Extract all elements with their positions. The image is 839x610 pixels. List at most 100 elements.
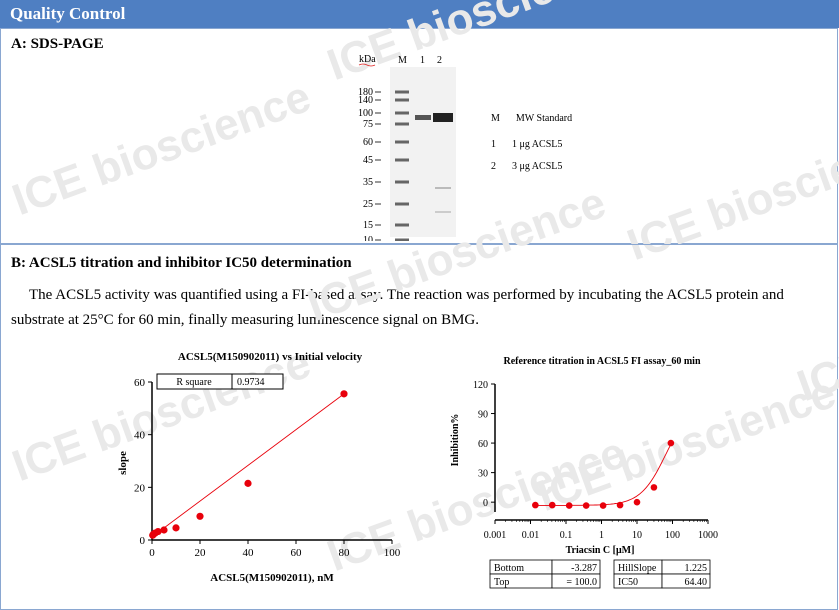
gel-marker-label: 45 <box>363 155 373 166</box>
chart1-data-point <box>244 479 252 487</box>
legend-lane1: 1 1 μg ACSL5 <box>491 139 562 150</box>
watermark: ICE bioscience <box>6 71 317 226</box>
chart2-data-point <box>667 439 675 447</box>
chart1-xlabel: ACSL5(M150902011), nM <box>210 572 334 584</box>
fit-table-text: = 100.0 <box>566 577 597 588</box>
chart1-title: ACSL5(M150902011) vs Initial velocity <box>178 351 363 363</box>
legend-key: M <box>491 113 500 124</box>
chart1-x-tick-label: 100 <box>384 547 401 559</box>
legend-desc: 3 μg ACSL5 <box>512 161 563 172</box>
chart2-y-tick-label: 30 <box>478 469 488 480</box>
gel-marker-label: 75 <box>363 119 373 130</box>
section-a-title: A: SDS-PAGE <box>11 36 104 52</box>
titration-chart: ACSL5(M150902011) vs Initial velocity sl… <box>117 351 401 584</box>
chart1-x-tick-label: 20 <box>195 547 207 559</box>
chart2-x-tick-label: 1 <box>599 530 604 541</box>
ic50-chart: Reference titration in ACSL5 FI assay_60… <box>450 356 718 589</box>
gel-marker-label: 25 <box>363 199 373 210</box>
chart1-x-tick-label: 80 <box>339 547 351 559</box>
chart1-data-point <box>154 527 162 536</box>
lane1-band <box>415 115 431 120</box>
chart1-data-point <box>340 390 348 398</box>
chart2-data-point <box>650 484 658 491</box>
lane2-band-faint <box>435 187 451 189</box>
chart2-y-tick-label: 0 <box>483 498 488 509</box>
chart2-title: Reference titration in ACSL5 FI assay_60… <box>503 356 700 367</box>
gel-ladder-band <box>395 223 409 227</box>
gel-ladder-band <box>395 122 409 126</box>
kda-label: kDa <box>359 54 376 65</box>
fit-table-text: Top <box>494 577 509 588</box>
lane-label-1: 1 <box>420 55 425 66</box>
chart2-data-point <box>548 501 556 509</box>
legend-lane2: 2 3 μg ACSL5 <box>491 161 562 172</box>
chart2-data-point <box>582 502 590 509</box>
chart2-y-tick-label: 90 <box>478 410 488 421</box>
chart1-y-tick-label: 20 <box>134 482 146 494</box>
gel-ladder-band <box>395 140 409 144</box>
r-square-box <box>156 373 284 390</box>
chart2-fit-curve <box>535 442 673 506</box>
fit-table-text: HillSlope <box>618 563 657 574</box>
gel-marker-label: 180 <box>358 87 373 98</box>
chart1-y-tick-label: 40 <box>134 430 146 442</box>
r-square-value: 0.9734 <box>237 377 265 388</box>
chart2-data-point <box>616 501 624 509</box>
section-titration: B: ACSL5 titration and inhibitor IC50 de… <box>0 178 839 610</box>
chart2-x-tick-label: 1000 <box>698 530 718 541</box>
kda-underline <box>358 63 376 67</box>
section-b-title: B: ACSL5 titration and inhibitor IC50 de… <box>11 255 352 271</box>
chart1-fit-line <box>151 393 345 538</box>
lane-label-2: 2 <box>437 55 442 66</box>
chart2-ylabel: Inhibition% <box>450 414 461 467</box>
legend-m: M MW Standard <box>491 113 572 124</box>
fit-table-text: IC50 <box>618 577 638 588</box>
legend-desc: 1 μg ACSL5 <box>512 139 563 150</box>
chart2-data-point <box>565 502 573 509</box>
chart2-x-tick-label: 10 <box>632 530 642 541</box>
lane-label-m: M <box>398 55 407 66</box>
chart1-x-tick-label: 60 <box>291 547 303 559</box>
lane2-band <box>433 113 453 122</box>
gel-marker-label: 10 <box>363 235 373 241</box>
gel-ladder-band <box>395 180 409 184</box>
gel-marker-label: 60 <box>363 137 373 148</box>
chart1-y-tick-label: 0 <box>140 535 146 547</box>
legend-key: 1 <box>491 139 496 150</box>
chart2-y-tick-label: 60 <box>478 439 488 450</box>
chart2-data-point <box>532 501 539 509</box>
chart2-x-tick-label: 0.001 <box>484 530 507 541</box>
fit-table-text: Bottom <box>494 563 524 574</box>
fit-table-text: 1.225 <box>685 563 708 574</box>
gel-marker-label: 100 <box>358 108 373 119</box>
fit-table-cell <box>551 573 601 589</box>
legend-desc: MW Standard <box>515 113 573 124</box>
gel-ladder-band <box>395 90 409 94</box>
quality-control-header: Quality Control <box>0 0 839 28</box>
watermark: ICE bioscience <box>791 258 839 412</box>
chart1-y-tick-label: 60 <box>134 377 146 389</box>
chart2-x-tick-label: 0.01 <box>522 530 540 541</box>
chart2-data-point <box>633 498 641 506</box>
chart2-data-point <box>599 502 607 509</box>
gel-marker-label: 140 <box>358 95 373 106</box>
gel-ladder-band <box>395 158 409 162</box>
gel-marker-label: 15 <box>363 220 373 231</box>
chart2-x-tick-label: 0.1 <box>560 530 573 541</box>
gel-ladder-band <box>395 238 409 241</box>
chart2-xlabel: Triacsin C [μM] <box>566 545 635 556</box>
chart1-ylabel: slope <box>117 451 129 475</box>
lane2-band-faint <box>435 211 451 213</box>
chart1-data-point <box>160 526 168 534</box>
r-square-label: R square <box>176 377 212 388</box>
chart1-data-point <box>172 524 180 532</box>
chart1-x-tick-label: 0 <box>149 547 155 559</box>
chart1-x-tick-label: 40 <box>243 547 255 559</box>
legend-key: 2 <box>491 161 496 172</box>
chart2-y-tick-label: 120 <box>473 380 488 391</box>
gel-marker-label: 35 <box>363 177 373 188</box>
gel-background <box>390 67 456 237</box>
chart2-x-tick-label: 100 <box>665 530 680 541</box>
gel-ladder-band <box>395 202 409 206</box>
